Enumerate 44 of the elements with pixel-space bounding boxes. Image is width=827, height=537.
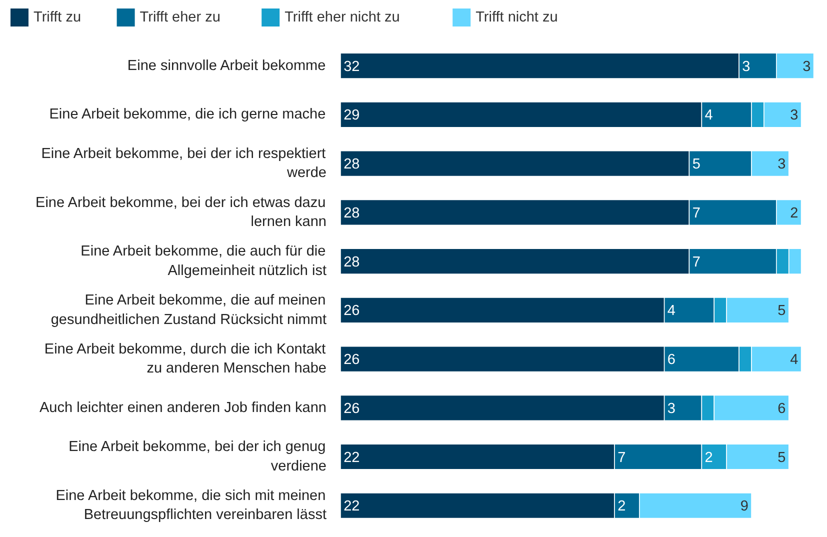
data-label: 26 — [344, 400, 360, 417]
data-label: 7 — [692, 254, 700, 270]
data-label: 4 — [667, 303, 676, 320]
data-label: 7 — [618, 450, 626, 466]
data-label: 28 — [344, 156, 360, 173]
data-label: 5 — [778, 303, 786, 320]
y-tick-label: Eine Arbeit bekomme, bei der ich etwas dazu lernen kann — [36, 194, 327, 230]
data-label: 6 — [778, 400, 786, 417]
legend-label: Trifft zu — [34, 10, 82, 26]
y-tick-label: Eine Arbeit bekomme, die sich mit meinen Betreuungspflichten vereinbaren lässt — [56, 488, 327, 524]
legend-label: Trifft nicht zu — [476, 10, 558, 26]
data-label: 2 — [790, 205, 798, 222]
data-label: 3 — [778, 156, 786, 173]
data-label: 5 — [692, 156, 700, 173]
y-tick-label: Eine Arbeit bekomme, bei der ich respektiert werde — [41, 146, 327, 182]
data-label: 28 — [344, 254, 360, 270]
y-tick-label: Eine sinnvolle Arbeit bekomme — [127, 58, 326, 74]
data-label: 26 — [344, 303, 360, 320]
data-label: 28 — [344, 205, 360, 222]
y-tick-label: Eine Arbeit bekomme, die ich gerne mache — [49, 106, 326, 123]
legend-label: Trifft eher nicht zu — [284, 10, 400, 26]
data-label: 9 — [740, 498, 748, 515]
data-label: 2 — [618, 498, 626, 515]
data-label: 22 — [344, 498, 360, 515]
data-label: 7 — [692, 205, 700, 222]
data-label: 5 — [778, 450, 786, 466]
data-label: 4 — [704, 108, 713, 124]
data-label: 22 — [344, 450, 360, 466]
data-label: 3 — [667, 400, 676, 417]
data-label: 32 — [344, 58, 360, 75]
data-label: 29 — [344, 108, 360, 124]
data-label: 3 — [802, 58, 811, 75]
y-tick-label: Eine Arbeit bekomme, bei der ich genug verdiene — [68, 439, 327, 474]
y-tick-label: Auch leichter einen anderen Job finden kann — [40, 400, 326, 416]
y-tick-label: Eine Arbeit bekomme, die auf meinen gesundheitlichen Zustand Rücksicht nimmt — [50, 292, 327, 328]
y-tick-label: Eine Arbeit bekomme, die auch für die Allgemeinheit nützlich ist — [80, 244, 327, 279]
data-label: 4 — [790, 352, 798, 368]
legend-label: Trifft eher zu — [140, 10, 220, 26]
data-label: 2 — [704, 450, 713, 466]
data-label: 6 — [667, 352, 676, 368]
y-tick-label: Eine Arbeit bekomme, durch die ich Kontakt zu anderen Menschen habe — [44, 341, 327, 377]
data-label: 3 — [742, 58, 750, 75]
data-label: 3 — [790, 108, 798, 124]
data-label: 26 — [344, 352, 360, 368]
